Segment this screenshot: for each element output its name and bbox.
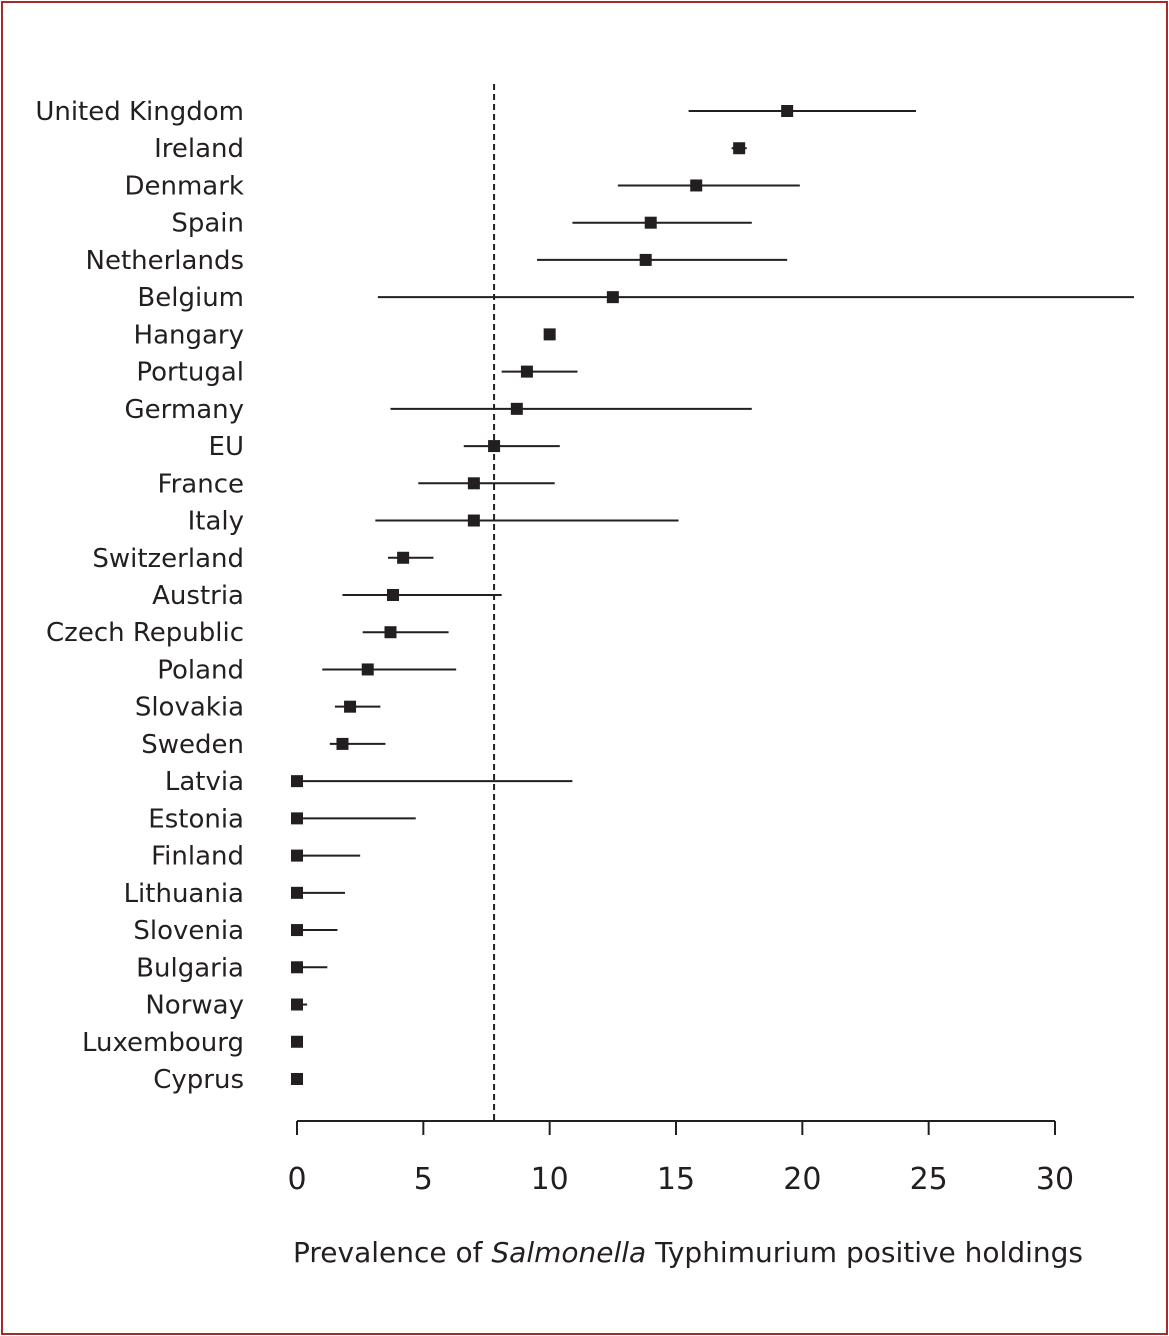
point-marker-bulgaria bbox=[291, 961, 303, 974]
country-label-poland: Poland bbox=[157, 655, 244, 685]
country-label-cyprus: Cyprus bbox=[153, 1065, 244, 1095]
confidence-interval-layer bbox=[297, 110, 1134, 1006]
point-marker-switzerland bbox=[397, 551, 410, 564]
country-label-sweden: Sweden bbox=[141, 730, 244, 760]
point-marker-germany bbox=[510, 402, 523, 415]
point-marker-eu bbox=[488, 440, 501, 453]
country-label-ireland: Ireland bbox=[154, 134, 244, 164]
country-label-norway: Norway bbox=[145, 991, 244, 1021]
country-label-italy: Italy bbox=[188, 507, 244, 537]
x-tick-label-30: 30 bbox=[1036, 1162, 1074, 1197]
country-label-denmark: Denmark bbox=[124, 171, 244, 201]
point-marker-cyprus bbox=[291, 1072, 303, 1085]
country-label-hangary: Hangary bbox=[134, 320, 244, 350]
x-axis-title: Prevalence of Salmonella Typhimurium pos… bbox=[293, 1236, 1083, 1269]
country-label-latvia: Latvia bbox=[165, 767, 244, 797]
point-marker-italy bbox=[467, 514, 480, 527]
x-tick-label-10: 10 bbox=[531, 1162, 569, 1197]
x-tick-label-0: 0 bbox=[287, 1162, 306, 1197]
point-marker-luxembourg bbox=[291, 1035, 303, 1048]
point-estimate-layer bbox=[291, 105, 794, 1085]
country-label-estonia: Estonia bbox=[148, 804, 244, 834]
point-marker-czech-republic bbox=[384, 626, 397, 639]
point-marker-poland bbox=[361, 663, 374, 676]
point-marker-latvia bbox=[291, 775, 303, 788]
x-tick-label-20: 20 bbox=[783, 1162, 821, 1197]
country-label-eu: EU bbox=[209, 432, 244, 462]
x-axis: 0 5 10 15 20 25 30 bbox=[287, 1120, 1074, 1197]
country-label-slovenia: Slovenia bbox=[133, 916, 244, 946]
point-marker-portugal bbox=[520, 365, 533, 378]
point-marker-austria bbox=[387, 588, 400, 601]
country-label-czech-republic: Czech Republic bbox=[46, 618, 244, 648]
country-label-united-kingdom: United Kingdom bbox=[35, 97, 244, 127]
point-marker-norway bbox=[291, 998, 303, 1011]
country-label-luxembourg: Luxembourg bbox=[82, 1028, 244, 1058]
country-label-austria: Austria bbox=[152, 581, 244, 611]
point-marker-estonia bbox=[291, 812, 303, 825]
point-marker-lithuania bbox=[291, 886, 303, 899]
country-label-lithuania: Lithuania bbox=[124, 879, 244, 909]
point-marker-spain bbox=[644, 216, 657, 229]
country-label-switzerland: Switzerland bbox=[92, 544, 244, 574]
point-marker-netherlands bbox=[639, 253, 652, 266]
x-tick-label-15: 15 bbox=[657, 1162, 695, 1197]
point-marker-france bbox=[467, 477, 480, 490]
country-label-slovakia: Slovakia bbox=[135, 693, 244, 723]
country-label-belgium: Belgium bbox=[137, 283, 244, 313]
point-marker-hangary bbox=[543, 328, 556, 341]
country-label-germany: Germany bbox=[124, 395, 244, 425]
country-label-finland: Finland bbox=[151, 842, 244, 872]
point-marker-belgium bbox=[606, 291, 619, 304]
point-marker-sweden bbox=[336, 737, 349, 750]
point-marker-slovakia bbox=[344, 700, 357, 713]
country-label-layer: United Kingdom Ireland Denmark Spain Netherl… bbox=[35, 97, 244, 1095]
point-marker-finland bbox=[291, 849, 303, 862]
country-label-bulgaria: Bulgaria bbox=[136, 953, 244, 983]
x-tick-label-25: 25 bbox=[910, 1162, 948, 1197]
x-tick-label-5: 5 bbox=[414, 1162, 433, 1197]
point-marker-ireland bbox=[733, 142, 746, 155]
point-marker-slovenia bbox=[291, 924, 303, 937]
country-label-netherlands: Netherlands bbox=[86, 246, 245, 276]
country-label-spain: Spain bbox=[171, 209, 244, 239]
country-label-france: France bbox=[158, 469, 244, 499]
point-marker-united-kingdom bbox=[781, 105, 794, 117]
point-marker-denmark bbox=[690, 179, 703, 192]
country-label-portugal: Portugal bbox=[136, 358, 244, 388]
